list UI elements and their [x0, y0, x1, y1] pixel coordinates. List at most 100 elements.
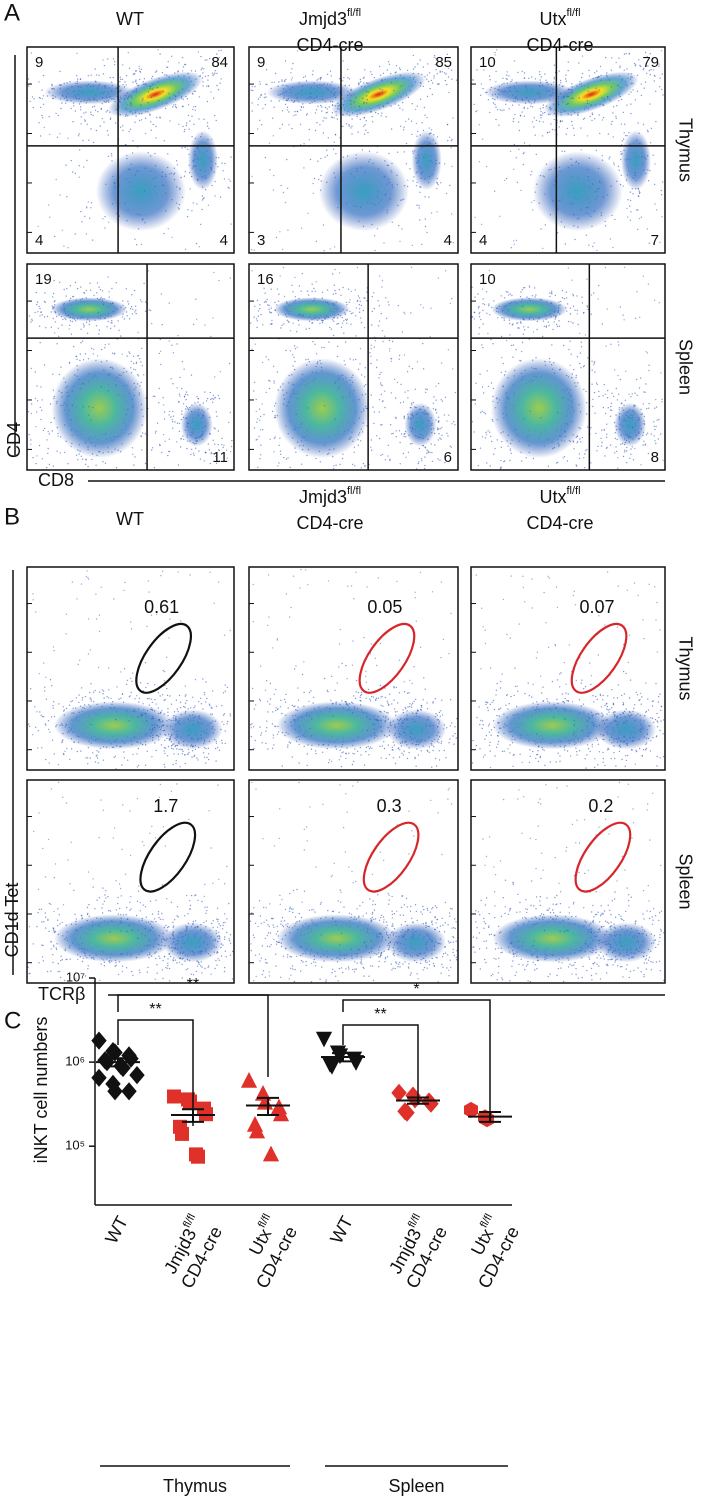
event-dot [519, 296, 522, 298]
event-dot [74, 281, 77, 284]
event-dot [62, 752, 65, 755]
event-dot [40, 106, 42, 109]
event-dot [314, 290, 316, 292]
event-dot [198, 450, 200, 452]
event-dot [111, 352, 114, 354]
event-dot [184, 146, 186, 149]
event-dot [433, 56, 435, 59]
event-dot [414, 388, 416, 390]
event-dot [639, 316, 641, 318]
event-dot [140, 104, 142, 106]
event-dot [501, 83, 503, 86]
event-dot [257, 418, 259, 420]
event-dot [523, 326, 525, 328]
event-dot [331, 116, 333, 119]
event-dot [30, 688, 32, 690]
event-dot [107, 390, 110, 392]
event-dot [609, 415, 612, 417]
event-dot [256, 299, 259, 302]
event-dot [334, 268, 336, 271]
event-dot [427, 80, 430, 83]
event-dot [548, 292, 551, 294]
event-dot [385, 317, 388, 319]
event-dot [329, 248, 331, 250]
event-dot [127, 303, 130, 305]
event-dot [59, 133, 61, 135]
event-dot [147, 682, 149, 685]
event-dot [36, 304, 38, 306]
event-dot [296, 50, 299, 52]
event-dot [317, 160, 319, 162]
event-dot [389, 350, 391, 352]
event-dot [291, 77, 293, 79]
event-dot [315, 281, 317, 283]
event-dot [72, 121, 74, 123]
event-dot [177, 92, 180, 94]
event-dot [47, 447, 49, 450]
event-dot [357, 368, 360, 370]
event-dot [95, 129, 98, 132]
event-dot [615, 61, 617, 64]
event-dot [598, 390, 600, 393]
event-dot [144, 310, 147, 312]
event-dot [621, 140, 624, 142]
event-dot [70, 445, 72, 448]
event-dot [289, 350, 292, 352]
event-dot [553, 78, 555, 80]
event-dot [601, 323, 603, 325]
event-dot [102, 59, 104, 61]
event-dot [643, 391, 645, 393]
event-dot [435, 385, 437, 387]
event-dot [490, 338, 492, 341]
event-dot [216, 84, 218, 87]
event-dot [587, 357, 589, 359]
event-dot [52, 296, 54, 298]
event-dot [603, 384, 605, 386]
event-dot [74, 233, 76, 235]
event-dot [332, 293, 335, 295]
event-dot [305, 359, 307, 361]
event-dot [169, 97, 171, 99]
event-dot [82, 382, 84, 385]
event-dot [360, 206, 362, 208]
event-dot [590, 462, 592, 464]
event-dot [432, 82, 434, 84]
event-dot [489, 314, 491, 316]
event-dot [128, 181, 131, 184]
event-dot [201, 199, 204, 201]
event-dot [66, 288, 68, 290]
quadrant-percent: 10 [479, 54, 496, 71]
event-dot [334, 418, 336, 420]
event-dot [152, 395, 155, 397]
event-dot [542, 175, 544, 177]
event-dot [607, 389, 609, 392]
event-dot [43, 364, 46, 366]
event-dot [80, 286, 82, 288]
event-dot [42, 429, 44, 432]
event-dot [560, 82, 562, 84]
event-dot [187, 114, 190, 117]
event-dot [444, 79, 446, 82]
event-dot [626, 68, 628, 70]
event-dot [103, 64, 106, 67]
event-dot [590, 313, 592, 315]
event-dot [39, 711, 41, 713]
event-dot [221, 162, 223, 164]
event-dot [212, 690, 214, 692]
event-dot [503, 319, 505, 321]
event-dot [506, 397, 508, 399]
event-dot [51, 430, 53, 432]
event-dot [415, 122, 418, 125]
event-dot [372, 406, 374, 408]
event-dot [262, 429, 264, 431]
event-dot [251, 102, 253, 104]
event-dot [390, 81, 393, 84]
event-dot [135, 244, 138, 246]
event-dot [505, 339, 508, 342]
event-dot [402, 452, 404, 455]
event-dot [349, 358, 351, 360]
event-dot [171, 421, 174, 423]
event-dot [121, 316, 124, 318]
event-dot [96, 355, 99, 357]
event-dot [507, 291, 509, 293]
